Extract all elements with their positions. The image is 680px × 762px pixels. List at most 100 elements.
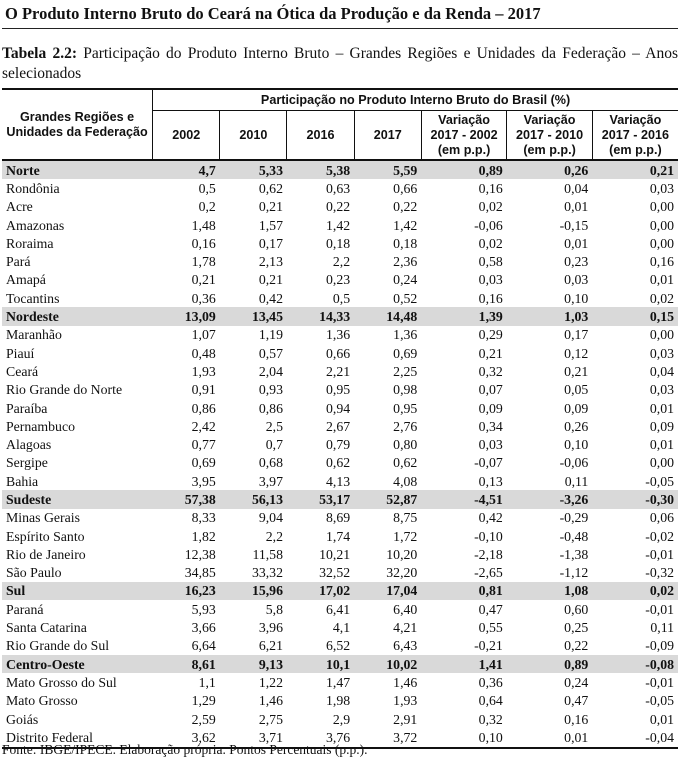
table-cell: 0,04 (649, 363, 674, 379)
column-header-line: (em p.p.) (523, 142, 576, 157)
row-label: Nordeste (2, 307, 153, 326)
region-row: Norte 4,7 5,33 5,38 5,59 0,89 0,26 0,21 (2, 160, 678, 180)
table-cell: 0,47 (478, 601, 503, 617)
row-label: Tocantins (6, 290, 60, 306)
table-cell: 0,21 (258, 272, 283, 288)
column-header-row: 2002 2010 2016 2017 Variação 2017 - 2002 (em p… (2, 110, 678, 161)
table-cell: 0,60 (564, 601, 589, 617)
table-cell: 2,25 (393, 363, 418, 379)
table-cell: 0,26 (506, 160, 593, 180)
table-cell: -0,06 (474, 217, 503, 233)
table-cell: 1,93 (393, 693, 418, 709)
table-cell: 0,17 (258, 235, 283, 251)
table-cell: 0,13 (478, 473, 503, 489)
table-cell: 0,21 (191, 272, 216, 288)
column-header-line: Variação (609, 112, 662, 127)
row-label: São Paulo (6, 565, 62, 581)
row-label: Acre (6, 199, 33, 215)
state-row: Paraná 5,93 5,8 6,41 6,40 0,47 0,60 -0,01 (2, 600, 678, 618)
state-row: Maranhão 1,07 1,19 1,36 1,36 0,29 0,17 0,00 (2, 326, 678, 344)
row-label: Sergipe (6, 455, 48, 471)
table-cell: 1,22 (258, 674, 283, 690)
table-cell: 0,11 (564, 473, 589, 489)
table-cell: 0,32 (478, 363, 503, 379)
state-row: Tocantins 0,36 0,42 0,5 0,52 0,16 0,10 0,02 (2, 289, 678, 307)
table-cell: 2,75 (258, 711, 283, 727)
table-cell: 2,91 (393, 711, 418, 727)
column-header-line: (em p.p.) (609, 142, 662, 157)
table-cell: 1,07 (191, 327, 216, 343)
state-row: Acre 0,2 0,21 0,22 0,22 0,02 0,01 0,00 (2, 198, 678, 216)
source-note: Fonte: IBGE/IPECE. Elaboração própria. P… (2, 742, 368, 757)
table-cell: 0,25 (564, 620, 589, 636)
table-cell: 1,42 (393, 217, 418, 233)
page-title: O Produto Interno Bruto do Ceará na Ótic… (5, 4, 541, 23)
table-cell: 8,69 (326, 510, 351, 526)
row-label: Mato Grosso (6, 693, 78, 709)
table-cell: 0,64 (478, 693, 503, 709)
table-cell: 3,72 (354, 728, 422, 749)
gdp-share-table: Grandes Regiões e Unidades da Federação … (2, 88, 678, 749)
table-cell: -0,29 (559, 510, 589, 526)
row-label: Amazonas (6, 217, 65, 233)
table-cell: 1,57 (258, 217, 283, 233)
table-cell: 8,61 (152, 655, 220, 674)
table-cell: 0,01 (649, 437, 674, 453)
table-cell: 0,91 (191, 382, 216, 398)
table-cell: 0,62 (326, 455, 351, 471)
header-region: Grandes Regiões e Unidades da Federação (2, 88, 154, 161)
row-label: Ceará (6, 363, 39, 379)
table-cell: 14,33 (286, 307, 355, 326)
table-cell: 2,36 (393, 254, 418, 270)
table-cell: -0,32 (645, 565, 674, 581)
table-cell: 0,01 (649, 711, 674, 727)
row-label: Distrito Federal (2, 728, 153, 749)
table-cell: 15,96 (219, 581, 287, 601)
table-cell: 0,11 (650, 620, 674, 636)
table-cell: 0,95 (326, 382, 351, 398)
table-cell: 1,03 (506, 307, 593, 326)
table-cell: -1,38 (559, 546, 589, 562)
table-cell: 6,40 (393, 601, 418, 617)
table-cell: 1,72 (393, 528, 418, 544)
region-row: Sul 16,23 15,96 17,02 17,04 0,81 1,08 0,02 (2, 581, 678, 601)
row-label: Mato Grosso do Sul (6, 674, 117, 690)
table-cell: 6,52 (326, 638, 351, 654)
table-cell: 3,76 (286, 728, 355, 749)
table-cell: 0,26 (564, 418, 589, 434)
table-cell: 0,16 (478, 180, 503, 196)
table-cell: 2,76 (393, 418, 418, 434)
column-header: 2010 (219, 110, 287, 161)
table-cell: 0,22 (564, 638, 589, 654)
column-header-line: Variação (523, 112, 576, 127)
table-cell: 3,62 (152, 728, 220, 749)
table-cell: 1,47 (326, 674, 351, 690)
table-cell: 0,01 (649, 400, 674, 416)
header-group: Participação no Produto Interno Bruto do… (152, 88, 678, 111)
table-cell: -2,65 (474, 565, 503, 581)
table-cell: 1,82 (191, 528, 216, 544)
table-cell: 0,42 (258, 290, 283, 306)
table-cell: 1,98 (326, 693, 351, 709)
table-cell: 0,23 (564, 254, 589, 270)
table-cell: 1,48 (191, 217, 216, 233)
row-label: Rio Grande do Sul (6, 638, 110, 654)
table-cell: 0,09 (478, 400, 503, 416)
state-row: Sergipe 0,69 0,68 0,62 0,62 -0,07 -0,06 0,00 (2, 454, 678, 472)
table-cell: 0,03 (649, 345, 674, 361)
state-row: Distrito Federal 3,62 3,71 3,76 3,72 0,10 0,01… (2, 728, 678, 749)
state-row: Espírito Santo 1,82 2,2 1,74 1,72 -0,10 -0,48 -… (2, 527, 678, 545)
table-cell: 1,29 (191, 693, 216, 709)
table-cell: -0,01 (645, 601, 674, 617)
table-cell: 12,38 (184, 546, 216, 562)
table-cell: 5,93 (191, 601, 216, 617)
region-row: Sudeste 57,38 56,13 53,17 52,87 -4,51 -3,26 -0,… (2, 490, 678, 509)
title-divider (2, 28, 678, 29)
state-row: São Paulo 34,85 33,32 32,52 32,20 -2,65 -1,12 -… (2, 564, 678, 582)
table-cell: 0,86 (191, 400, 216, 416)
table-cell: 17,02 (286, 581, 355, 601)
column-header-line: 2010 (239, 127, 268, 142)
table-cell: -0,48 (559, 528, 589, 544)
table-cell: 1,46 (393, 674, 418, 690)
table-cell: 0,23 (326, 272, 351, 288)
